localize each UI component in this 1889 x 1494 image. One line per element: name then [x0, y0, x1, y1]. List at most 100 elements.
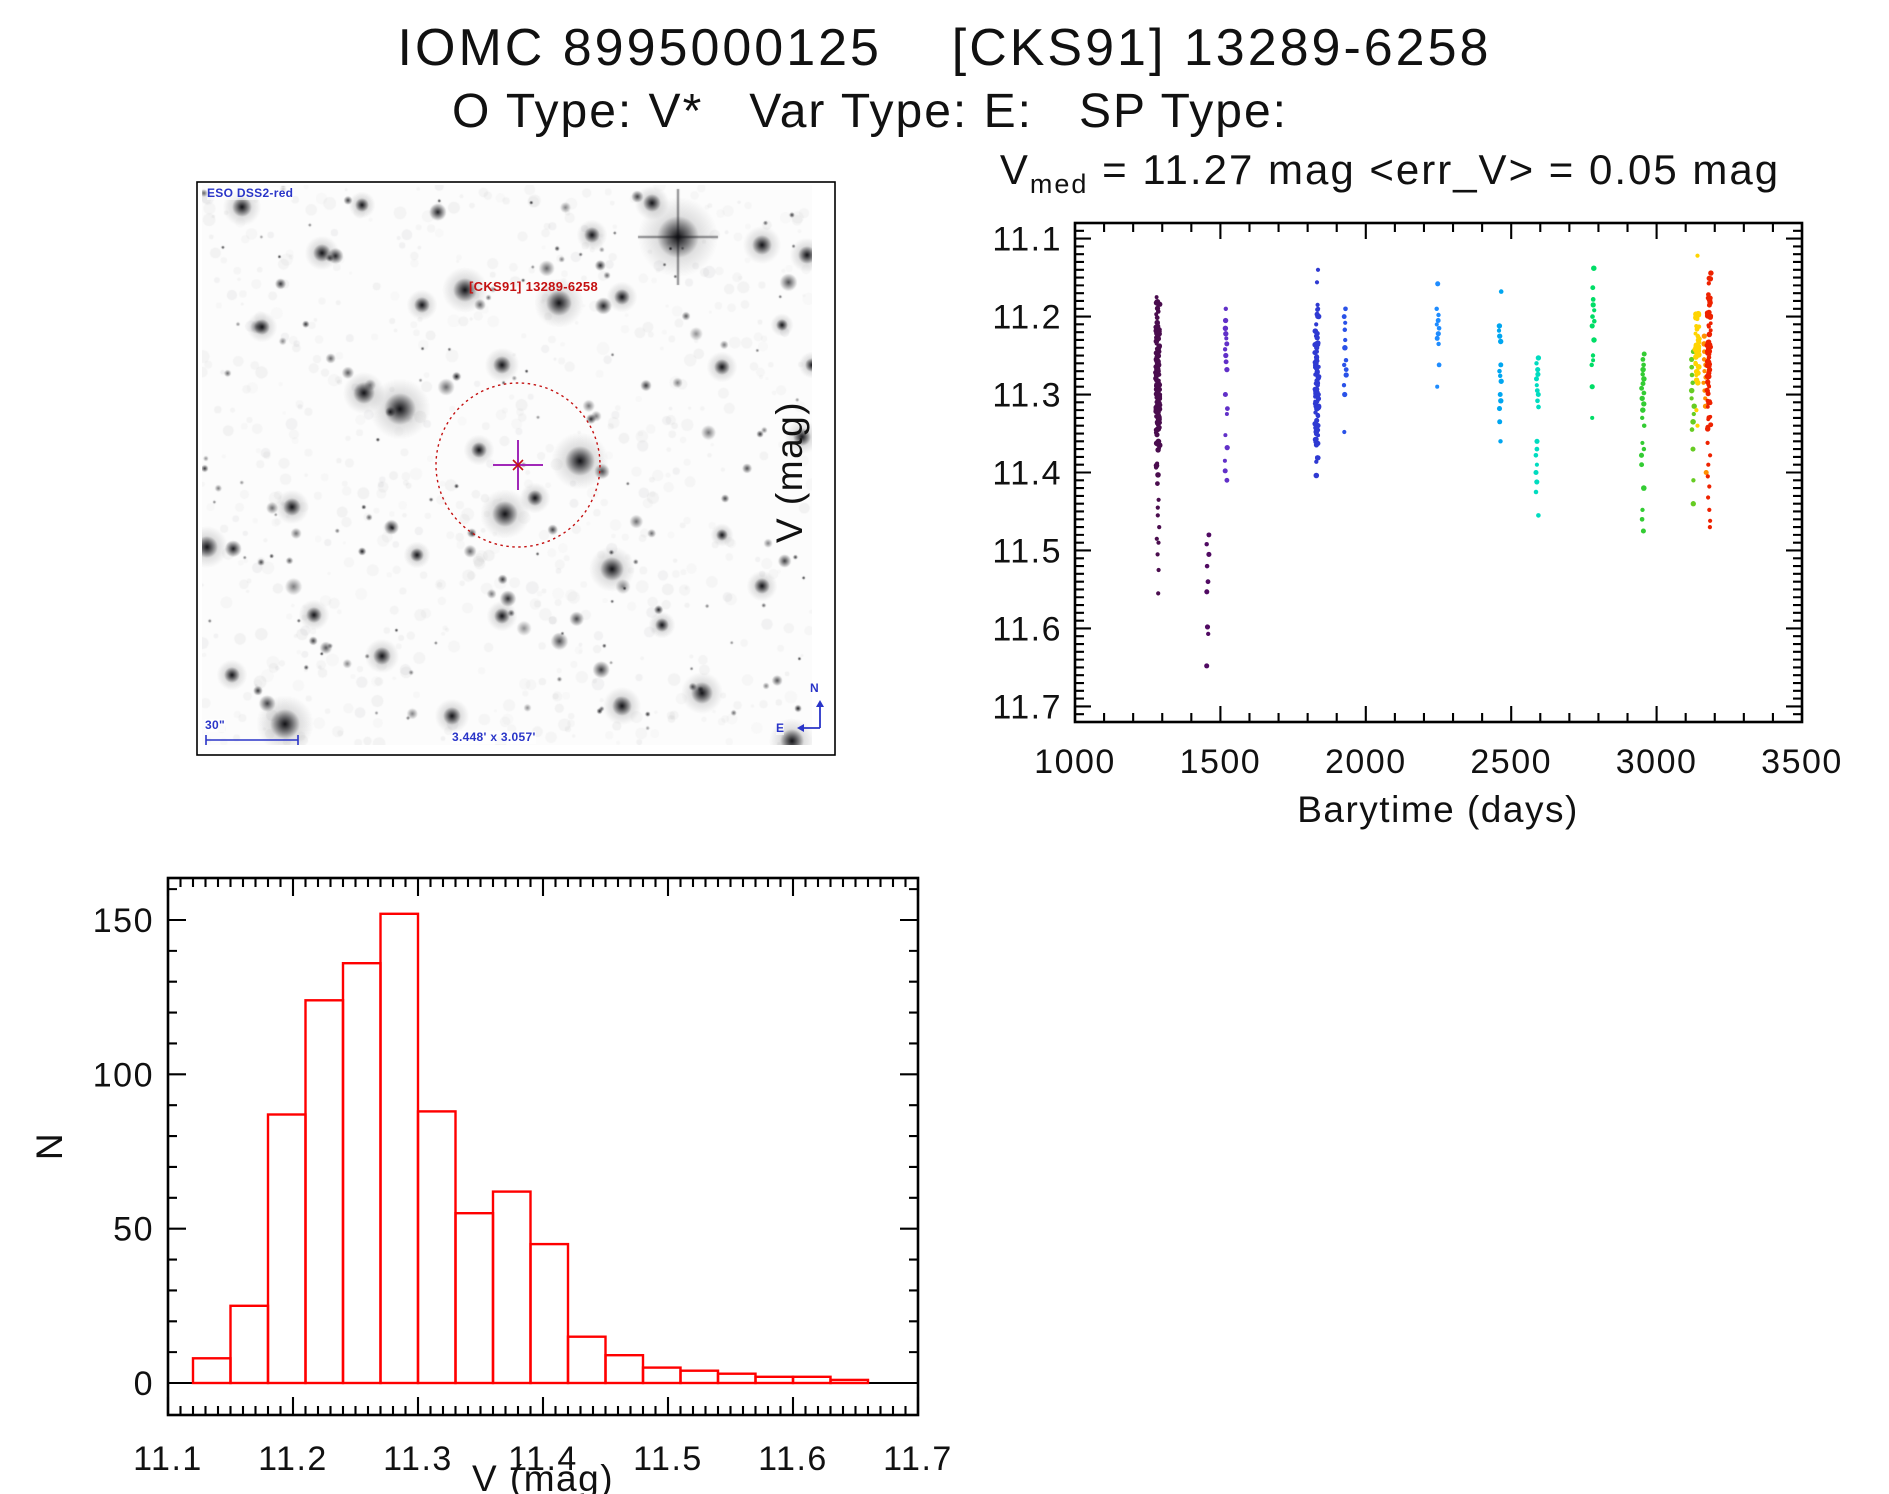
- data-point: [1157, 525, 1162, 530]
- data-point: [1591, 265, 1597, 271]
- y-tick-label: 11.6: [992, 610, 1062, 648]
- data-point: [1435, 281, 1441, 287]
- data-point: [1706, 400, 1711, 406]
- data-point: [1204, 541, 1209, 547]
- data-point: [1206, 532, 1212, 538]
- data-point: [1497, 419, 1503, 425]
- data-point: [1641, 351, 1647, 357]
- data-point: [1592, 318, 1597, 324]
- data-point: [1534, 376, 1539, 382]
- data-point: [1705, 339, 1711, 345]
- data-point: [1690, 419, 1696, 425]
- data-point: [1692, 346, 1699, 353]
- data-point: [1316, 374, 1322, 380]
- data-point: [1342, 345, 1348, 351]
- x-tick-label: 11.6: [758, 1440, 828, 1478]
- data-point: [1204, 624, 1211, 630]
- scalebar: [205, 735, 299, 745]
- y-axis-title: V (mag): [769, 401, 810, 543]
- data-point: [1706, 281, 1711, 286]
- data-point: [1341, 314, 1347, 320]
- data-point: [1695, 253, 1700, 258]
- x-axis-title: V (mag): [472, 1458, 614, 1494]
- data-point: [1156, 540, 1161, 545]
- data-point: [1206, 551, 1212, 557]
- page-title: IOMC 8995000125 [CKS91] 13289-6258: [397, 19, 1492, 77]
- data-point: [1640, 381, 1646, 387]
- data-point: [1534, 383, 1539, 388]
- data-point: [1224, 341, 1230, 347]
- histogram-bar: [604, 1354, 645, 1385]
- histogram-bar: [454, 1212, 495, 1385]
- lightcurve-points: [1153, 253, 1714, 669]
- data-point: [1206, 631, 1211, 637]
- data-point: [1590, 314, 1595, 319]
- finder-overlay: [196, 181, 836, 756]
- data-point: [1343, 320, 1348, 325]
- data-point: [1694, 351, 1700, 357]
- data-point: [1157, 394, 1163, 400]
- data-point: [1154, 367, 1161, 374]
- data-point: [1436, 312, 1441, 318]
- fov-size-label: 3.448' x 3.057': [452, 730, 536, 744]
- data-point: [1706, 462, 1711, 467]
- data-point: [1708, 453, 1713, 458]
- data-point: [1641, 390, 1647, 396]
- data-point: [1693, 361, 1698, 367]
- data-point: [1701, 333, 1707, 339]
- data-point: [1314, 459, 1319, 464]
- data-point: [1496, 328, 1502, 333]
- target-star-marker: [512, 459, 524, 471]
- histogram-bar: [641, 1366, 682, 1385]
- data-point: [1222, 468, 1228, 474]
- data-point: [1315, 455, 1320, 460]
- data-point: [1222, 458, 1227, 463]
- data-point: [1705, 474, 1710, 479]
- lightcurve-plot: Vmed = 11.27 mag <err_V> = 0.05 mag 1000 1…: [769, 146, 1841, 830]
- data-point: [1155, 447, 1161, 453]
- data-point: [1690, 380, 1695, 386]
- data-point: [1689, 364, 1695, 370]
- data-point: [1641, 423, 1647, 428]
- data-point: [1496, 406, 1503, 412]
- data-point: [1312, 437, 1318, 442]
- data-point: [1498, 362, 1504, 368]
- data-point: [1157, 343, 1162, 348]
- data-point: [1697, 336, 1702, 341]
- data-point: [1224, 444, 1230, 451]
- data-point: [1534, 446, 1540, 452]
- x-tick-label: 11.7: [883, 1440, 953, 1478]
- data-point: [1313, 428, 1320, 435]
- data-point: [1155, 481, 1160, 486]
- x-tick-label: 11.3: [383, 1440, 453, 1478]
- data-point: [1156, 391, 1161, 396]
- data-point: [1157, 330, 1162, 336]
- data-point: [1534, 438, 1540, 444]
- data-point: [1343, 306, 1348, 312]
- data-point: [1691, 411, 1696, 417]
- data-point: [1690, 446, 1696, 452]
- data-point: [1153, 465, 1159, 470]
- data-point: [1693, 312, 1699, 319]
- histogram-bar: [416, 1110, 457, 1385]
- data-point: [1535, 355, 1542, 361]
- data-point: [1154, 295, 1159, 300]
- data-point: [1204, 563, 1210, 569]
- data-point: [1694, 408, 1699, 413]
- data-point: [1639, 516, 1645, 522]
- data-point: [1702, 368, 1707, 374]
- histogram-bar: [304, 999, 345, 1385]
- data-point: [1534, 361, 1539, 366]
- data-point: [1314, 322, 1319, 327]
- data-point: [1534, 479, 1540, 485]
- data-point: [1223, 331, 1229, 337]
- data-point: [1535, 371, 1541, 377]
- data-point: [1314, 330, 1319, 335]
- data-point: [1639, 395, 1645, 402]
- data-point: [1536, 513, 1541, 518]
- y-axis-title: N: [29, 1132, 70, 1160]
- target-circle: [435, 382, 601, 548]
- data-point: [1705, 440, 1710, 445]
- data-point: [1707, 276, 1714, 282]
- data-point: [1204, 589, 1210, 595]
